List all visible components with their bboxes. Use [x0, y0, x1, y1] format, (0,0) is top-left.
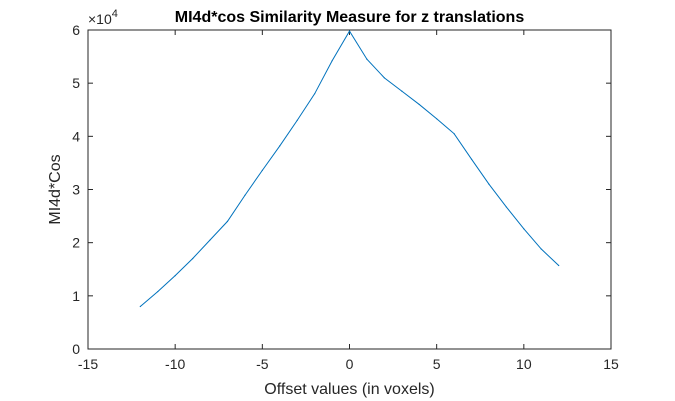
y-tick-label: 6	[72, 22, 80, 38]
data-point	[418, 103, 420, 106]
x-tick-label: -5	[256, 356, 269, 372]
y-tick-label: 1	[72, 288, 80, 304]
data-point	[488, 183, 490, 185]
data-point	[174, 275, 176, 277]
data-point	[244, 194, 246, 196]
data-point	[366, 58, 368, 60]
x-tick-label: 5	[433, 356, 441, 372]
y-axis-exponent-base: ×10	[88, 11, 112, 27]
data-point	[436, 118, 438, 120]
data-point	[314, 93, 316, 95]
data-point	[279, 145, 281, 147]
y-tick-label: 0	[72, 341, 80, 357]
y-axis-exponent-power: 4	[112, 8, 118, 20]
chart-title: MI4d*cos Similarity Measure for z transl…	[175, 9, 525, 26]
data-point	[505, 206, 507, 208]
data-point	[192, 258, 194, 260]
x-tick-label: 0	[346, 356, 354, 372]
data-point	[453, 133, 455, 135]
x-tick-label: -15	[78, 356, 98, 372]
data-point	[209, 239, 211, 241]
data-point	[226, 220, 229, 222]
data-point	[157, 290, 159, 293]
x-axis-label: Offset values (in voxels)	[264, 381, 434, 398]
data-point	[383, 77, 385, 79]
y-tick-label: 2	[72, 235, 80, 251]
data-point	[331, 60, 333, 62]
y-tick-label: 3	[72, 182, 80, 198]
data-point	[523, 228, 525, 230]
data-point	[470, 158, 473, 160]
plot-area: -15 -10 -5 0 5 10 15 0 1 2 3 4 5 6	[72, 22, 619, 372]
y-axis-label: MI4d*Cos	[47, 154, 64, 224]
data-point	[558, 264, 560, 267]
y-tick-label: 4	[72, 128, 80, 144]
data-point	[261, 169, 263, 171]
data-point	[139, 305, 141, 308]
x-tick-label: 10	[516, 356, 532, 372]
data-point	[401, 90, 403, 92]
x-tick-label: -10	[165, 356, 185, 372]
data-point	[296, 119, 298, 121]
x-tick-label: 15	[603, 356, 619, 372]
y-axis-exponent: ×104	[88, 8, 118, 27]
data-point	[540, 248, 542, 250]
data-point	[348, 30, 351, 32]
y-tick-label: 5	[72, 75, 80, 91]
